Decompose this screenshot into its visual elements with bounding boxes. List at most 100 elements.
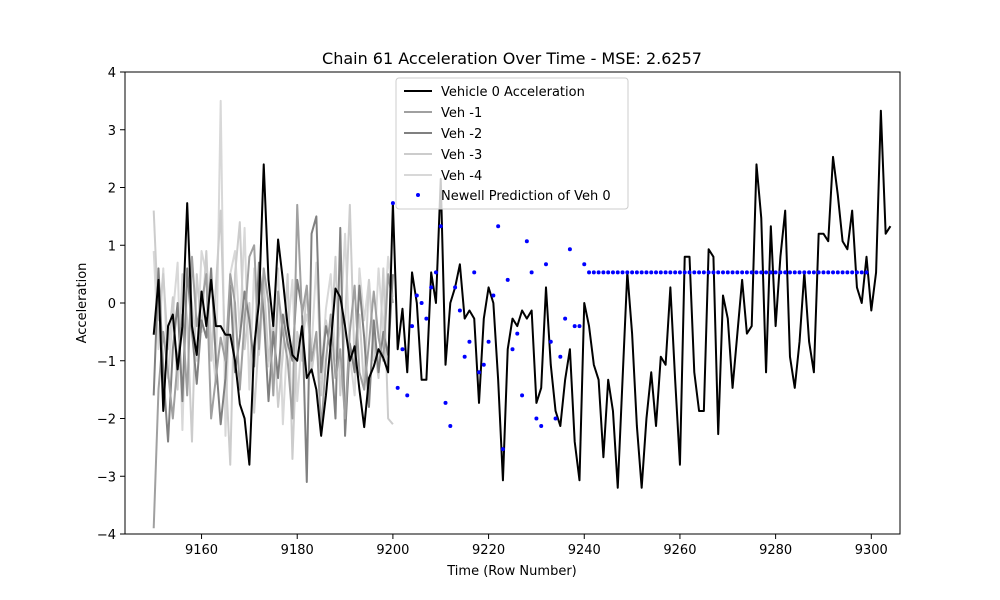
prediction-point [534, 416, 539, 421]
prediction-point [725, 270, 730, 275]
prediction-point [591, 270, 596, 275]
series-line-veh-1 [152, 203, 394, 529]
prediction-point [567, 247, 572, 252]
prediction-point [778, 270, 783, 275]
prediction-point [543, 262, 548, 267]
prediction-point [443, 400, 448, 405]
prediction-point [529, 270, 534, 275]
prediction-point [654, 270, 659, 275]
x-tick-label: 9180 [281, 543, 314, 558]
prediction-point [835, 270, 840, 275]
prediction-point [496, 224, 501, 229]
prediction-point [697, 270, 702, 275]
prediction-point [701, 270, 706, 275]
prediction-point [453, 285, 458, 290]
legend-label-veh-minus-4: Veh -4 [441, 169, 482, 184]
prediction-point [682, 270, 687, 275]
prediction-point [634, 270, 639, 275]
prediction-point [663, 270, 668, 275]
prediction-point [553, 416, 558, 421]
series-newell-prediction-of-veh-0 [390, 201, 869, 452]
prediction-point [787, 270, 792, 275]
prediction-point [649, 270, 654, 275]
prediction-point [438, 224, 443, 229]
x-tick-label: 9240 [568, 543, 601, 558]
prediction-point [630, 270, 635, 275]
prediction-point [429, 285, 434, 290]
prediction-point [477, 370, 482, 375]
prediction-point [433, 270, 438, 275]
prediction-point [677, 270, 682, 275]
chart-title: Chain 61 Acceleration Over Time - MSE: 2… [322, 49, 702, 68]
x-tick-label: 9260 [663, 543, 696, 558]
prediction-point [505, 277, 510, 282]
prediction-point [587, 270, 592, 275]
prediction-point [400, 347, 405, 352]
prediction-point [840, 270, 845, 275]
prediction-point [620, 270, 625, 275]
prediction-point [625, 270, 630, 275]
x-tick-label: 9300 [855, 543, 888, 558]
prediction-point [563, 316, 568, 321]
prediction-point [572, 324, 577, 329]
prediction-point [807, 270, 812, 275]
prediction-point [831, 270, 836, 275]
prediction-point [457, 308, 462, 313]
prediction-point [826, 270, 831, 275]
prediction-point [783, 270, 788, 275]
x-tick-label: 9220 [472, 543, 505, 558]
prediction-point [802, 270, 807, 275]
prediction-point [720, 270, 725, 275]
prediction-point [472, 270, 477, 275]
prediction-point [405, 393, 410, 398]
prediction-point [539, 424, 544, 429]
prediction-point [467, 339, 472, 344]
prediction-point [687, 270, 692, 275]
series-line-vehicle-0-acceleration [152, 109, 892, 489]
y-tick-label: 0 [108, 297, 116, 312]
prediction-point [644, 270, 649, 275]
prediction-point [491, 293, 496, 298]
prediction-point [520, 393, 525, 398]
y-tick-label: 4 [108, 66, 116, 81]
prediction-point [610, 270, 615, 275]
legend-box [395, 77, 629, 210]
prediction-point [764, 270, 769, 275]
prediction-point [419, 301, 424, 305]
series-line-veh-2 [152, 215, 394, 484]
prediction-point [601, 270, 606, 275]
prediction-point [859, 270, 864, 275]
prediction-point [673, 270, 678, 275]
y-tick-label: −2 [97, 413, 116, 428]
prediction-point [744, 270, 749, 275]
y-tick-label: 3 [108, 124, 116, 139]
prediction-point [759, 270, 764, 275]
prediction-point [811, 270, 816, 275]
prediction-point [414, 293, 419, 298]
prediction-point [606, 270, 611, 275]
legend-label-veh-minus-2: Veh -2 [441, 127, 482, 142]
prediction-point [706, 270, 711, 275]
x-axis-ticks: 9160 9180 9200 9220 9240 9260 9280 9300 [185, 534, 888, 558]
prediction-point [864, 270, 869, 275]
prediction-point [668, 270, 673, 275]
prediction-point [448, 424, 453, 429]
prediction-point [797, 270, 802, 275]
prediction-point [486, 339, 491, 344]
y-tick-label: −1 [97, 355, 116, 370]
prediction-point [740, 270, 745, 275]
y-axis-label: Acceleration [75, 263, 90, 344]
prediction-point [524, 239, 529, 244]
prediction-point [510, 347, 515, 352]
y-tick-label: −4 [97, 528, 116, 543]
y-tick-label: 1 [108, 239, 116, 254]
prediction-point [854, 270, 859, 275]
legend-label-veh-minus-1: Veh -1 [441, 106, 482, 121]
prediction-point [658, 270, 663, 275]
legend-label-vehicle-0: Vehicle 0 Acceleration [441, 85, 585, 100]
x-tick-label: 9200 [376, 543, 409, 558]
y-axis-ticks: −4 −3 −2 −1 0 1 2 3 4 [97, 66, 125, 543]
prediction-point [845, 270, 850, 275]
prediction-point [749, 270, 754, 275]
